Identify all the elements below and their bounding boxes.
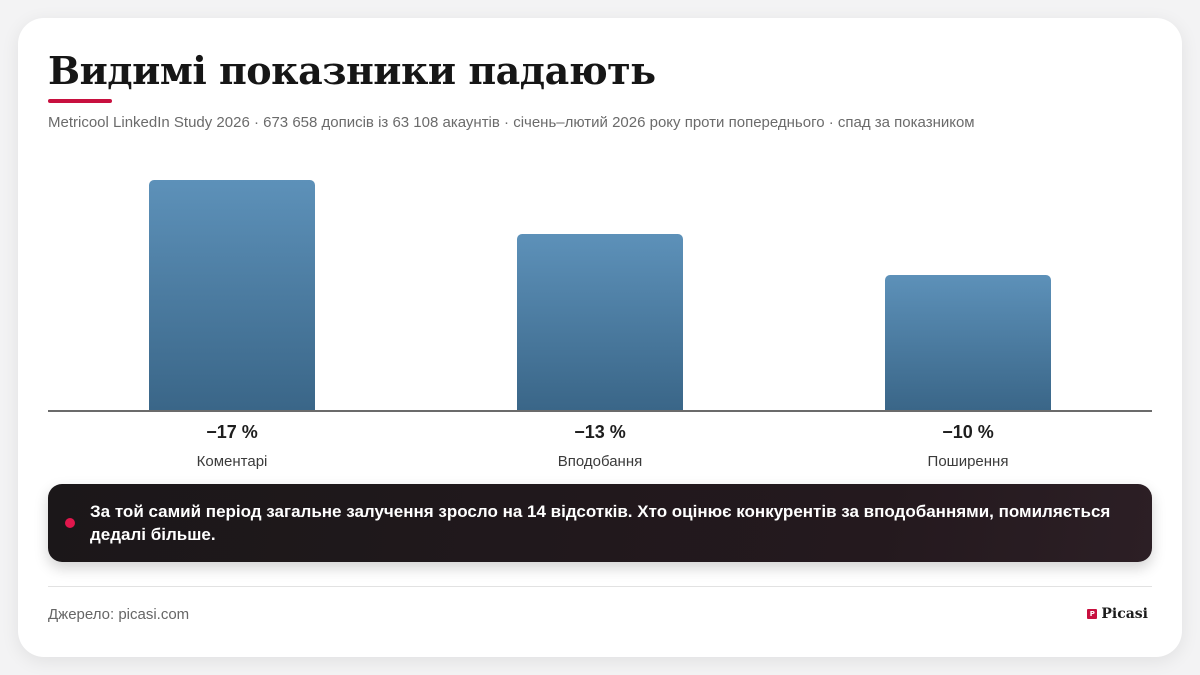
footer-divider (48, 586, 1152, 587)
bar-value-label: −17 % (206, 422, 258, 442)
chart-card: Видимі показники падають Metricool Linke… (18, 18, 1182, 657)
brand-logo: P Picasi (1087, 606, 1148, 622)
callout-dot-icon (65, 518, 75, 528)
title-accent-line (48, 99, 112, 103)
bar-1 (149, 180, 315, 410)
bar-2 (517, 234, 683, 410)
category-label: Вподобання (557, 453, 643, 470)
chart-title: Видимі показники падають (48, 48, 656, 93)
chart-subtitle: Metricool LinkedIn Study 2026 · 673 658 … (48, 114, 975, 131)
bar-value-label: −13 % (574, 422, 626, 442)
category-label: Коментарі (196, 453, 268, 470)
category-label: Поширення (927, 453, 1009, 470)
bar-chart-plot: −17 % Коментарі −13 % Вподобання −10 % Пошире… (48, 158, 1152, 470)
bar-3 (885, 274, 1051, 410)
bar-value-label: −10 % (942, 422, 994, 442)
callout-text: За той самий період загальне залучення з… (90, 502, 1111, 544)
brand-name: Picasi (1101, 606, 1148, 622)
insight-callout: За той самий період загальне залучення з… (48, 484, 1152, 562)
source-note: Джерело: picasi.com (48, 606, 190, 623)
picasi-logo-icon: P (1087, 609, 1098, 619)
x-axis-line (48, 410, 1152, 412)
